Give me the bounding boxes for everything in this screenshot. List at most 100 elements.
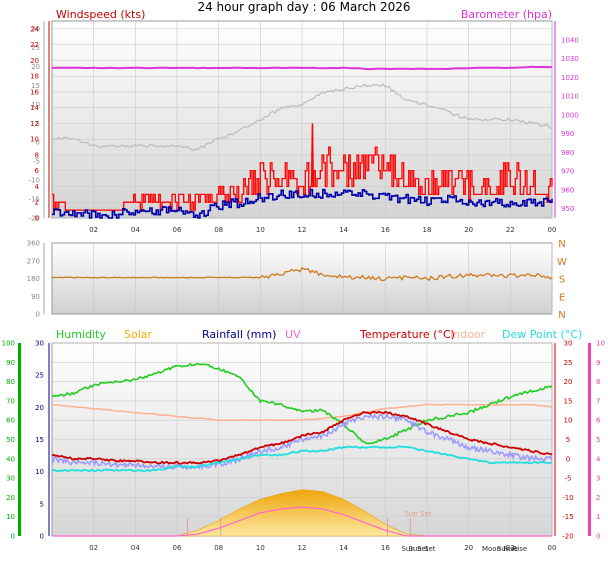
wind-x-tick-label: 20 xyxy=(464,226,473,234)
wind-axis-tick-label: 16 xyxy=(30,88,39,96)
chill-line xyxy=(51,411,553,471)
temp-x-tick-label: 14 xyxy=(339,544,348,552)
direction-tick-label: 90 xyxy=(31,293,40,301)
compass-label: N xyxy=(558,239,565,250)
compass-label: S xyxy=(559,275,565,286)
baro-axis-tick-label: 980 xyxy=(561,149,574,157)
baro-axis-tick-label: 1020 xyxy=(561,74,579,82)
wind-x-tick-label: 12 xyxy=(298,226,307,234)
page-title: 24 hour graph day : 06 March 2026 xyxy=(197,0,411,14)
uv-tick-label: 6 xyxy=(596,417,601,425)
uv-tick-label: 0 xyxy=(596,533,600,541)
humidity-tick-label: 50 xyxy=(6,436,15,444)
wind-x-tick-label: 04 xyxy=(131,226,140,234)
avg-wind-line xyxy=(52,188,553,219)
uv-tick-label: 10 xyxy=(596,340,605,348)
baro-axis-tick-label: 970 xyxy=(561,168,574,176)
baro-axis-tick-label: 960 xyxy=(561,186,574,194)
wind-axis-tick-label: 12 xyxy=(30,120,39,128)
direction-tick-label: 180 xyxy=(27,275,40,283)
temp-legend-6: Dew Point (°C) xyxy=(502,328,582,341)
wind-legend: Windspeed (kts) xyxy=(56,8,145,21)
wind-x-tick-label: 02 xyxy=(89,226,98,234)
temp-legend-2: Rainfall (mm) xyxy=(202,328,276,341)
temp-x-tick-label: 06 xyxy=(173,544,182,552)
temp-x-tick-label: 00 xyxy=(548,544,557,552)
wind-axis-tick-label: 2 xyxy=(35,199,39,207)
baro-axis-tick-label: 950 xyxy=(561,205,574,213)
uv-tick-label: 7 xyxy=(596,397,600,405)
humidity-tick-label: 0 xyxy=(11,533,15,541)
rain-tick-label: 30 xyxy=(35,340,44,348)
grey-trace-line xyxy=(51,83,553,152)
outer-axis-tick-label: 10 xyxy=(31,101,40,109)
moon-rise-label: Moon Rise xyxy=(482,545,518,553)
temp-tick-label: -10 xyxy=(562,494,573,502)
indoor-line xyxy=(51,403,553,422)
temp-tick-label: 15 xyxy=(564,397,573,405)
sun-set-label-2: Sun Set xyxy=(408,545,435,553)
direction-tick-label: 360 xyxy=(27,240,40,248)
outer-axis-tick-label: 25 xyxy=(31,44,40,52)
rain-tick-label: 25 xyxy=(35,372,44,380)
outer-axis-tick-label: 0 xyxy=(36,139,40,147)
compass-label: W xyxy=(557,257,567,268)
uv-axis-bar xyxy=(588,343,591,536)
humidity-tick-label: 100 xyxy=(2,340,15,348)
uv-tick-label: 4 xyxy=(596,455,601,463)
humidity-axis-bar xyxy=(18,343,21,536)
humidity-tick-label: 70 xyxy=(6,397,15,405)
wind-x-tick-label: 22 xyxy=(506,226,515,234)
temp-legend-4: Temperature (°C) xyxy=(359,328,455,341)
uv-line xyxy=(52,506,552,537)
outer-axis-tick-label: -15 xyxy=(29,196,40,204)
outer-axis-tick-label: 5 xyxy=(36,120,40,128)
wind-axis-tick-label: 20 xyxy=(30,57,39,65)
humidity-tick-label: 40 xyxy=(6,455,15,463)
humidity-tick-label: 60 xyxy=(6,417,15,425)
wind-x-tick-label: 06 xyxy=(173,226,182,234)
wind-axis-tick-label: 0 xyxy=(35,215,39,223)
wind-x-tick-label: 16 xyxy=(381,226,390,234)
uv-tick-label: 2 xyxy=(596,494,600,502)
uv-tick-label: 9 xyxy=(596,359,600,367)
outer-axis-tick-label: 30 xyxy=(31,25,40,33)
direction-line xyxy=(51,266,553,282)
outer-axis-tick-label: -20 xyxy=(29,215,40,223)
temp-x-tick-label: 16 xyxy=(381,544,390,552)
baro-axis-tick-label: 1030 xyxy=(561,55,579,63)
temp-tick-label: -20 xyxy=(562,533,573,541)
temp-x-tick-label: 12 xyxy=(298,544,307,552)
baro-axis-tick-label: 1010 xyxy=(561,93,579,101)
wind-x-tick-label: 14 xyxy=(339,226,348,234)
wind-axis-tick-label: 14 xyxy=(30,104,39,112)
wind-axis-tick-label: 24 xyxy=(30,25,39,33)
baro-axis-tick-label: 1000 xyxy=(561,111,579,119)
outer-axis-tick-label: 15 xyxy=(31,82,40,90)
rain-tick-label: 5 xyxy=(40,500,44,508)
humidity-tick-label: 20 xyxy=(6,494,15,502)
wind-axis-tick-label: 4 xyxy=(35,183,40,191)
temp-tick-label: 10 xyxy=(564,417,573,425)
baro-line xyxy=(51,65,552,71)
baro-legend: Barometer (hpa) xyxy=(461,8,552,21)
humidity-tick-label: 80 xyxy=(6,378,15,386)
wind-axis-tick-label: 6 xyxy=(35,167,40,175)
temp-legend-3: UV xyxy=(285,328,301,341)
wind-x-tick-label: 18 xyxy=(423,226,432,234)
sun-rise-label: Sun Rise xyxy=(497,545,527,553)
wind-axis-tick-label: 8 xyxy=(35,151,39,159)
temp-tick-label: 5 xyxy=(566,436,570,444)
sun-set-marker-label: Sun Set xyxy=(404,510,431,518)
wind-axis-tick-label: 10 xyxy=(30,136,39,144)
temp-tick-label: 20 xyxy=(564,378,573,386)
temp-tick-label: -15 xyxy=(562,513,573,521)
humidity-tick-label: 10 xyxy=(6,513,15,521)
peak-gust-spike xyxy=(310,123,314,187)
temp-tick-label: 25 xyxy=(564,359,573,367)
temp-legend-5: Indoor xyxy=(450,328,486,341)
rain-tick-label: 10 xyxy=(35,468,44,476)
wind-x-tick-label: 10 xyxy=(256,226,265,234)
